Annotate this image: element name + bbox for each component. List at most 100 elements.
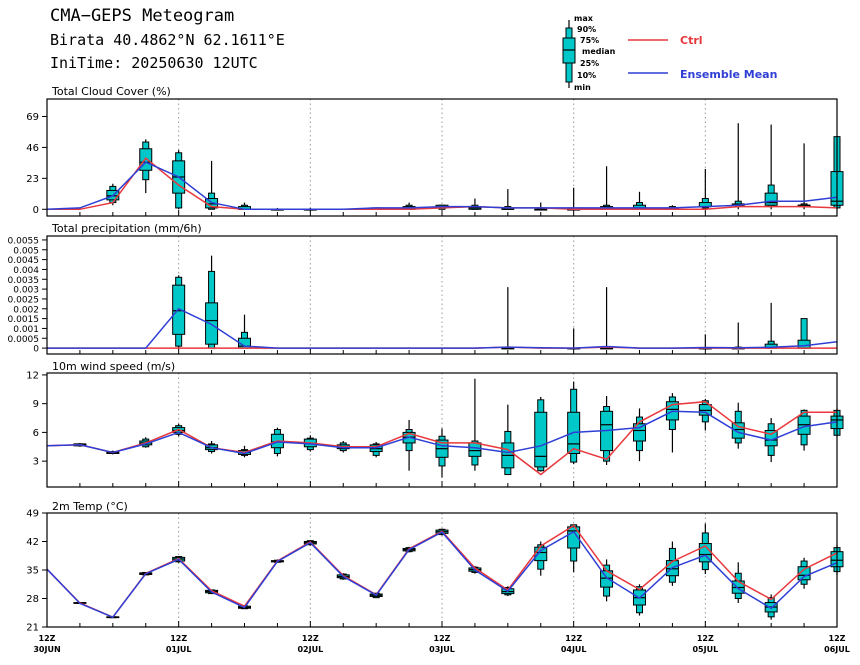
cloud-cover-box [731, 123, 745, 210]
cloud-cover-box [534, 202, 548, 211]
legend-label-p25: 25% [580, 59, 599, 68]
precipitation-ytick-label: 0.0025 [8, 295, 40, 305]
precipitation-box-p25-p75 [797, 339, 811, 349]
legend: max 90% 75% median 25% 10% min Ctrl Ense… [562, 14, 777, 92]
x-tick-date-label: 05JUL [692, 645, 718, 654]
cloud-cover-ytick-label: 69 [26, 112, 39, 123]
precipitation-box [205, 255, 219, 349]
temperature-ytick-label: 21 [26, 623, 39, 634]
cloud-cover-frame [46, 98, 838, 217]
panel-title-wind-speed: 10m wind speed (m/s) [52, 360, 175, 373]
temperature-box [764, 594, 778, 620]
temperature-box-p25-p75 [567, 526, 581, 549]
precipitation-ytick-label: 0.0035 [8, 276, 40, 286]
wind-speed-box [665, 393, 679, 453]
x-tick-hour-label: 12Z [565, 634, 582, 643]
temperature-box [600, 559, 614, 602]
panel-title-temperature: 2m Temp (°C) [52, 500, 128, 513]
x-tick-hour-label: 12Z [39, 634, 56, 643]
legend-mean-label: Ensemble Mean [680, 68, 777, 81]
legend-label-min: min [574, 83, 591, 92]
cloud-cover-mean-line [46, 161, 838, 211]
x-tick-date-label: 04JUL [561, 645, 587, 654]
wind-speed-ytick-label: 12 [26, 370, 39, 381]
x-tick-date-label: 03JUL [429, 645, 455, 654]
x-tick-hour-label: 12Z [434, 634, 451, 643]
cloud-cover-ytick-label: 46 [26, 143, 39, 154]
precipitation-box [698, 334, 712, 350]
wind-speed-box [698, 398, 712, 431]
precipitation-ytick-label: 0.003 [13, 286, 39, 296]
station-location: Birata 40.4862°N 62.1611°E [50, 31, 285, 49]
x-tick-date-label: 06JUL [824, 645, 850, 654]
legend-ctrl-label: Ctrl [680, 34, 703, 47]
precipitation-box [567, 328, 581, 350]
x-tick-hour-label: 12Z [302, 634, 319, 643]
x-tick-hour-label: 12Z [829, 634, 846, 643]
wind-speed-box [468, 378, 482, 471]
cloud-cover-box [797, 143, 811, 210]
precipitation-ytick-label: 0.001 [13, 325, 39, 335]
x-tick-date-label: 02JUL [297, 645, 323, 654]
panel-plot-cloud-cover: 0 23 46 69 [26, 98, 844, 217]
meteogram-title: CMA−GEPS Meteogram [50, 6, 235, 26]
precipitation-ytick-label: 0 [33, 345, 39, 355]
precipitation-ytick-label: 0.0015 [8, 315, 40, 325]
legend-label-max: max [574, 14, 594, 23]
panel-title-cloud-cover: Total Cloud Cover (%) [51, 85, 171, 98]
legend-label-p90: 90% [577, 25, 596, 34]
cloud-cover-box [567, 187, 581, 211]
x-axis-labels: 12Z 30JUN 12Z 01JUL 12Z 02JUL 12Z 03JUL 12Z 04JUL… [33, 634, 850, 654]
precipitation-box-p25-p75 [205, 302, 219, 345]
x-tick-date-label: 30JUN [33, 645, 60, 654]
cloud-cover-ytick-label: 23 [26, 174, 39, 185]
temperature-frame [46, 512, 838, 628]
cloud-cover-box [633, 191, 646, 210]
init-time: IniTime: 20250630 12UTC [50, 54, 258, 72]
temperature-ytick-label: 49 [26, 509, 39, 520]
wind-speed-box [435, 428, 449, 478]
precipitation-ytick-label: 0.0005 [8, 335, 40, 345]
cloud-cover-box [764, 124, 778, 210]
wind-speed-box-p25-p75 [534, 411, 548, 468]
x-tick-hour-label: 12Z [697, 634, 714, 643]
precipitation-box [731, 322, 745, 350]
panel-wind-speed: 10m wind speed (m/s) 3 6 9 12 [26, 360, 844, 488]
temperature-ytick-label: 35 [26, 566, 39, 577]
temperature-box [665, 541, 679, 586]
legend-label-median: median [582, 47, 616, 56]
x-tick-date-label: 01JUL [166, 645, 192, 654]
wind-speed-box [633, 408, 646, 462]
legend-label-p10: 10% [577, 71, 596, 80]
wind-speed-box-p25-p75 [468, 442, 482, 457]
wind-speed-ytick-label: 6 [33, 428, 39, 439]
legend-box-glyph [562, 20, 576, 88]
panel-title-precipitation: Total precipitation (mm/6h) [51, 222, 202, 235]
wind-speed-box [402, 419, 416, 471]
panel-temperature: 2m Temp (°C) 21 28 35 42 49 [26, 500, 844, 634]
legend-label-p75: 75% [580, 36, 599, 45]
wind-speed-ytick-label: 9 [33, 399, 39, 410]
precipitation-box [172, 275, 186, 349]
temperature-box-p25-p75 [534, 546, 548, 562]
precipitation-ytick-label: 0.0045 [8, 256, 40, 266]
precipitation-ytick-label: 0.0055 [8, 236, 40, 246]
precipitation-box [797, 318, 811, 349]
panel-plot-temperature: 21 28 35 42 49 [26, 509, 844, 634]
wind-speed-box [369, 441, 383, 458]
panel-plot-precipitation: 00.00050.0010.00150.0020.00250.0030.0035… [8, 235, 838, 355]
panel-cloud-cover: Total Cloud Cover (%) 0 23 46 69 [26, 85, 844, 217]
wind-speed-ytick-label: 3 [33, 457, 39, 468]
cloud-cover-box-p25-p75 [764, 192, 778, 206]
temperature-box [731, 562, 745, 603]
precipitation-ytick-label: 0.004 [13, 266, 39, 276]
temperature-mean-line [46, 530, 838, 619]
precipitation-box [600, 287, 614, 350]
x-tick-hour-label: 12Z [170, 634, 187, 643]
wind-speed-box [501, 404, 515, 476]
cloud-cover-box [468, 198, 482, 210]
wind-speed-ctrl-line [46, 400, 837, 476]
cloud-cover-box [501, 189, 515, 210]
precipitation-ytick-label: 0.005 [13, 246, 39, 256]
